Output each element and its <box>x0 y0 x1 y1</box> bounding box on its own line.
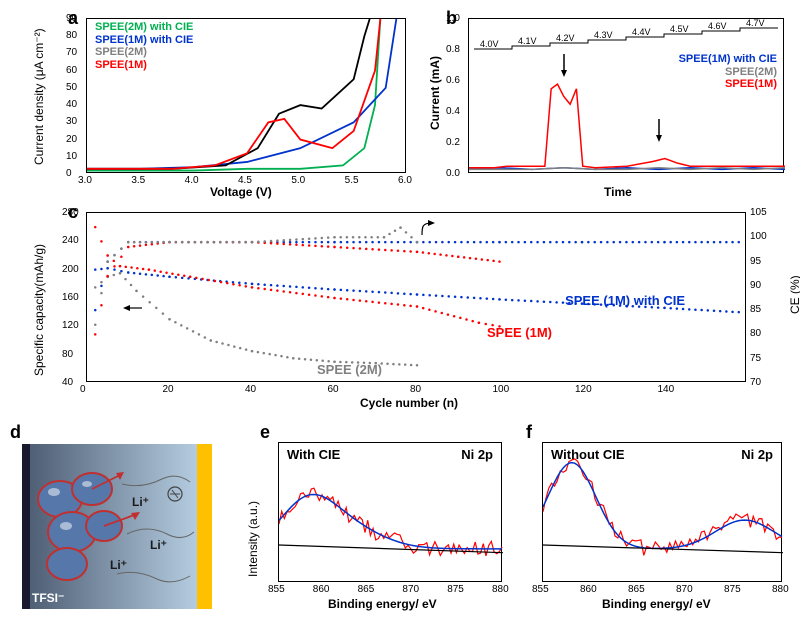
legend-b-spee1m-cie: SPEE(1M) with CIE <box>679 53 777 66</box>
panel-e-svg <box>279 443 503 583</box>
panel-f-xlabel: Binding energy/ eV <box>602 597 711 611</box>
panel-e-label: e <box>260 422 270 443</box>
legend-spee1m: SPEE(1M) <box>95 59 193 72</box>
panel-e-title: With CIE <box>287 447 340 462</box>
svg-text:4.3V: 4.3V <box>594 30 613 40</box>
panel-e: e With CIE Ni 2p Intensity (a.u.) Bindin… <box>228 422 508 622</box>
panel-a-legend: SPEE(2M) with CIE SPEE(1M) with CIE SPEE… <box>95 21 193 72</box>
legend-spee2m-cie: SPEE(2M) with CIE <box>95 21 193 34</box>
svg-text:Li⁺: Li⁺ <box>110 558 127 572</box>
panel-f-peak: Ni 2p <box>741 447 773 462</box>
panel-e-xlabel: Binding energy/ eV <box>328 597 437 611</box>
panel-d-schematic: Li⁺ Li⁺ Li⁺ TFSI⁻ <box>22 444 212 609</box>
panel-b-svg: 4.0V 4.1V 4.2V 4.3V 4.4V 4.5V 4.6V 4.7V <box>469 19 785 174</box>
label-c-spee1m: SPEE (1M) <box>487 325 552 340</box>
svg-text:TFSI⁻: TFSI⁻ <box>32 591 64 605</box>
panel-c-ylabel-left: Specific capacity(mAh/g) <box>32 244 46 376</box>
svg-text:4.5V: 4.5V <box>670 24 689 34</box>
panel-b-chart: 4.0V 4.1V 4.2V 4.3V 4.4V 4.5V 4.6V 4.7V SPEE(1M… <box>468 18 784 173</box>
panel-c-xlabel: Cycle number (n) <box>360 396 458 410</box>
panel-a-chart: SPEE(2M) with CIE SPEE(1M) with CIE SPEE… <box>86 18 406 173</box>
panel-d: d <box>10 422 220 622</box>
panel-a: a SPEE(2M) with CIE SPEE(1M) with CIE SP… <box>10 10 410 200</box>
svg-text:4.7V: 4.7V <box>746 19 765 28</box>
panel-f: f Without CIE Ni 2p Binding energy/ eV 8… <box>512 422 792 622</box>
panel-b: b 4.0V4.1V4.2V4.3V4.4V4.5V4.6V4.7V SPEE(… <box>414 10 794 200</box>
svg-text:4.0V: 4.0V <box>480 39 499 49</box>
panel-c-chart: SPEE (1M) with CIE SPEE (1M) SPEE (2M) <box>86 212 746 382</box>
panel-f-chart: Without CIE Ni 2p <box>542 442 782 582</box>
label-c-spee1m-cie: SPEE (1M) with CIE <box>565 293 685 308</box>
panel-f-label: f <box>526 422 532 443</box>
legend-b-spee2m: SPEE(2M) <box>679 66 777 79</box>
svg-text:4.1V: 4.1V <box>518 36 537 46</box>
panel-e-peak: Ni 2p <box>461 447 493 462</box>
panel-e-chart: With CIE Ni 2p <box>278 442 502 582</box>
panel-b-legend: SPEE(1M) with CIE SPEE(2M) SPEE(1M) <box>679 53 777 91</box>
panel-d-label: d <box>10 422 21 443</box>
panel-c-ylabel-right: CE (%) <box>788 275 800 314</box>
label-c-spee2m: SPEE (2M) <box>317 362 382 377</box>
panel-e-ylabel: Intensity (a.u.) <box>246 501 260 577</box>
svg-text:Li⁺: Li⁺ <box>132 495 149 509</box>
panel-d-svg: Li⁺ Li⁺ Li⁺ TFSI⁻ <box>22 444 212 609</box>
legend-spee1m-cie: SPEE(1M) with CIE <box>95 34 193 47</box>
panel-a-xlabel: Voltage (V) <box>210 185 272 199</box>
panel-f-title: Without CIE <box>551 447 625 462</box>
panel-f-svg <box>543 443 783 583</box>
panel-c: c SPEE (1M) with CIE SPEE (1M) SPEE (2M)… <box>10 206 790 414</box>
legend-b-spee1m: SPEE(1M) <box>679 78 777 91</box>
legend-spee2m: SPEE(2M) <box>95 46 193 59</box>
panel-a-ylabel: Current density (μA cm⁻²) <box>32 28 46 165</box>
svg-text:Li⁺: Li⁺ <box>150 538 167 552</box>
svg-text:4.6V: 4.6V <box>708 21 727 31</box>
svg-text:4.2V: 4.2V <box>556 33 575 43</box>
panel-b-ylabel: Current (mA) <box>428 56 442 130</box>
svg-text:4.4V: 4.4V <box>632 27 651 37</box>
panel-b-xlabel: Time <box>604 185 632 199</box>
